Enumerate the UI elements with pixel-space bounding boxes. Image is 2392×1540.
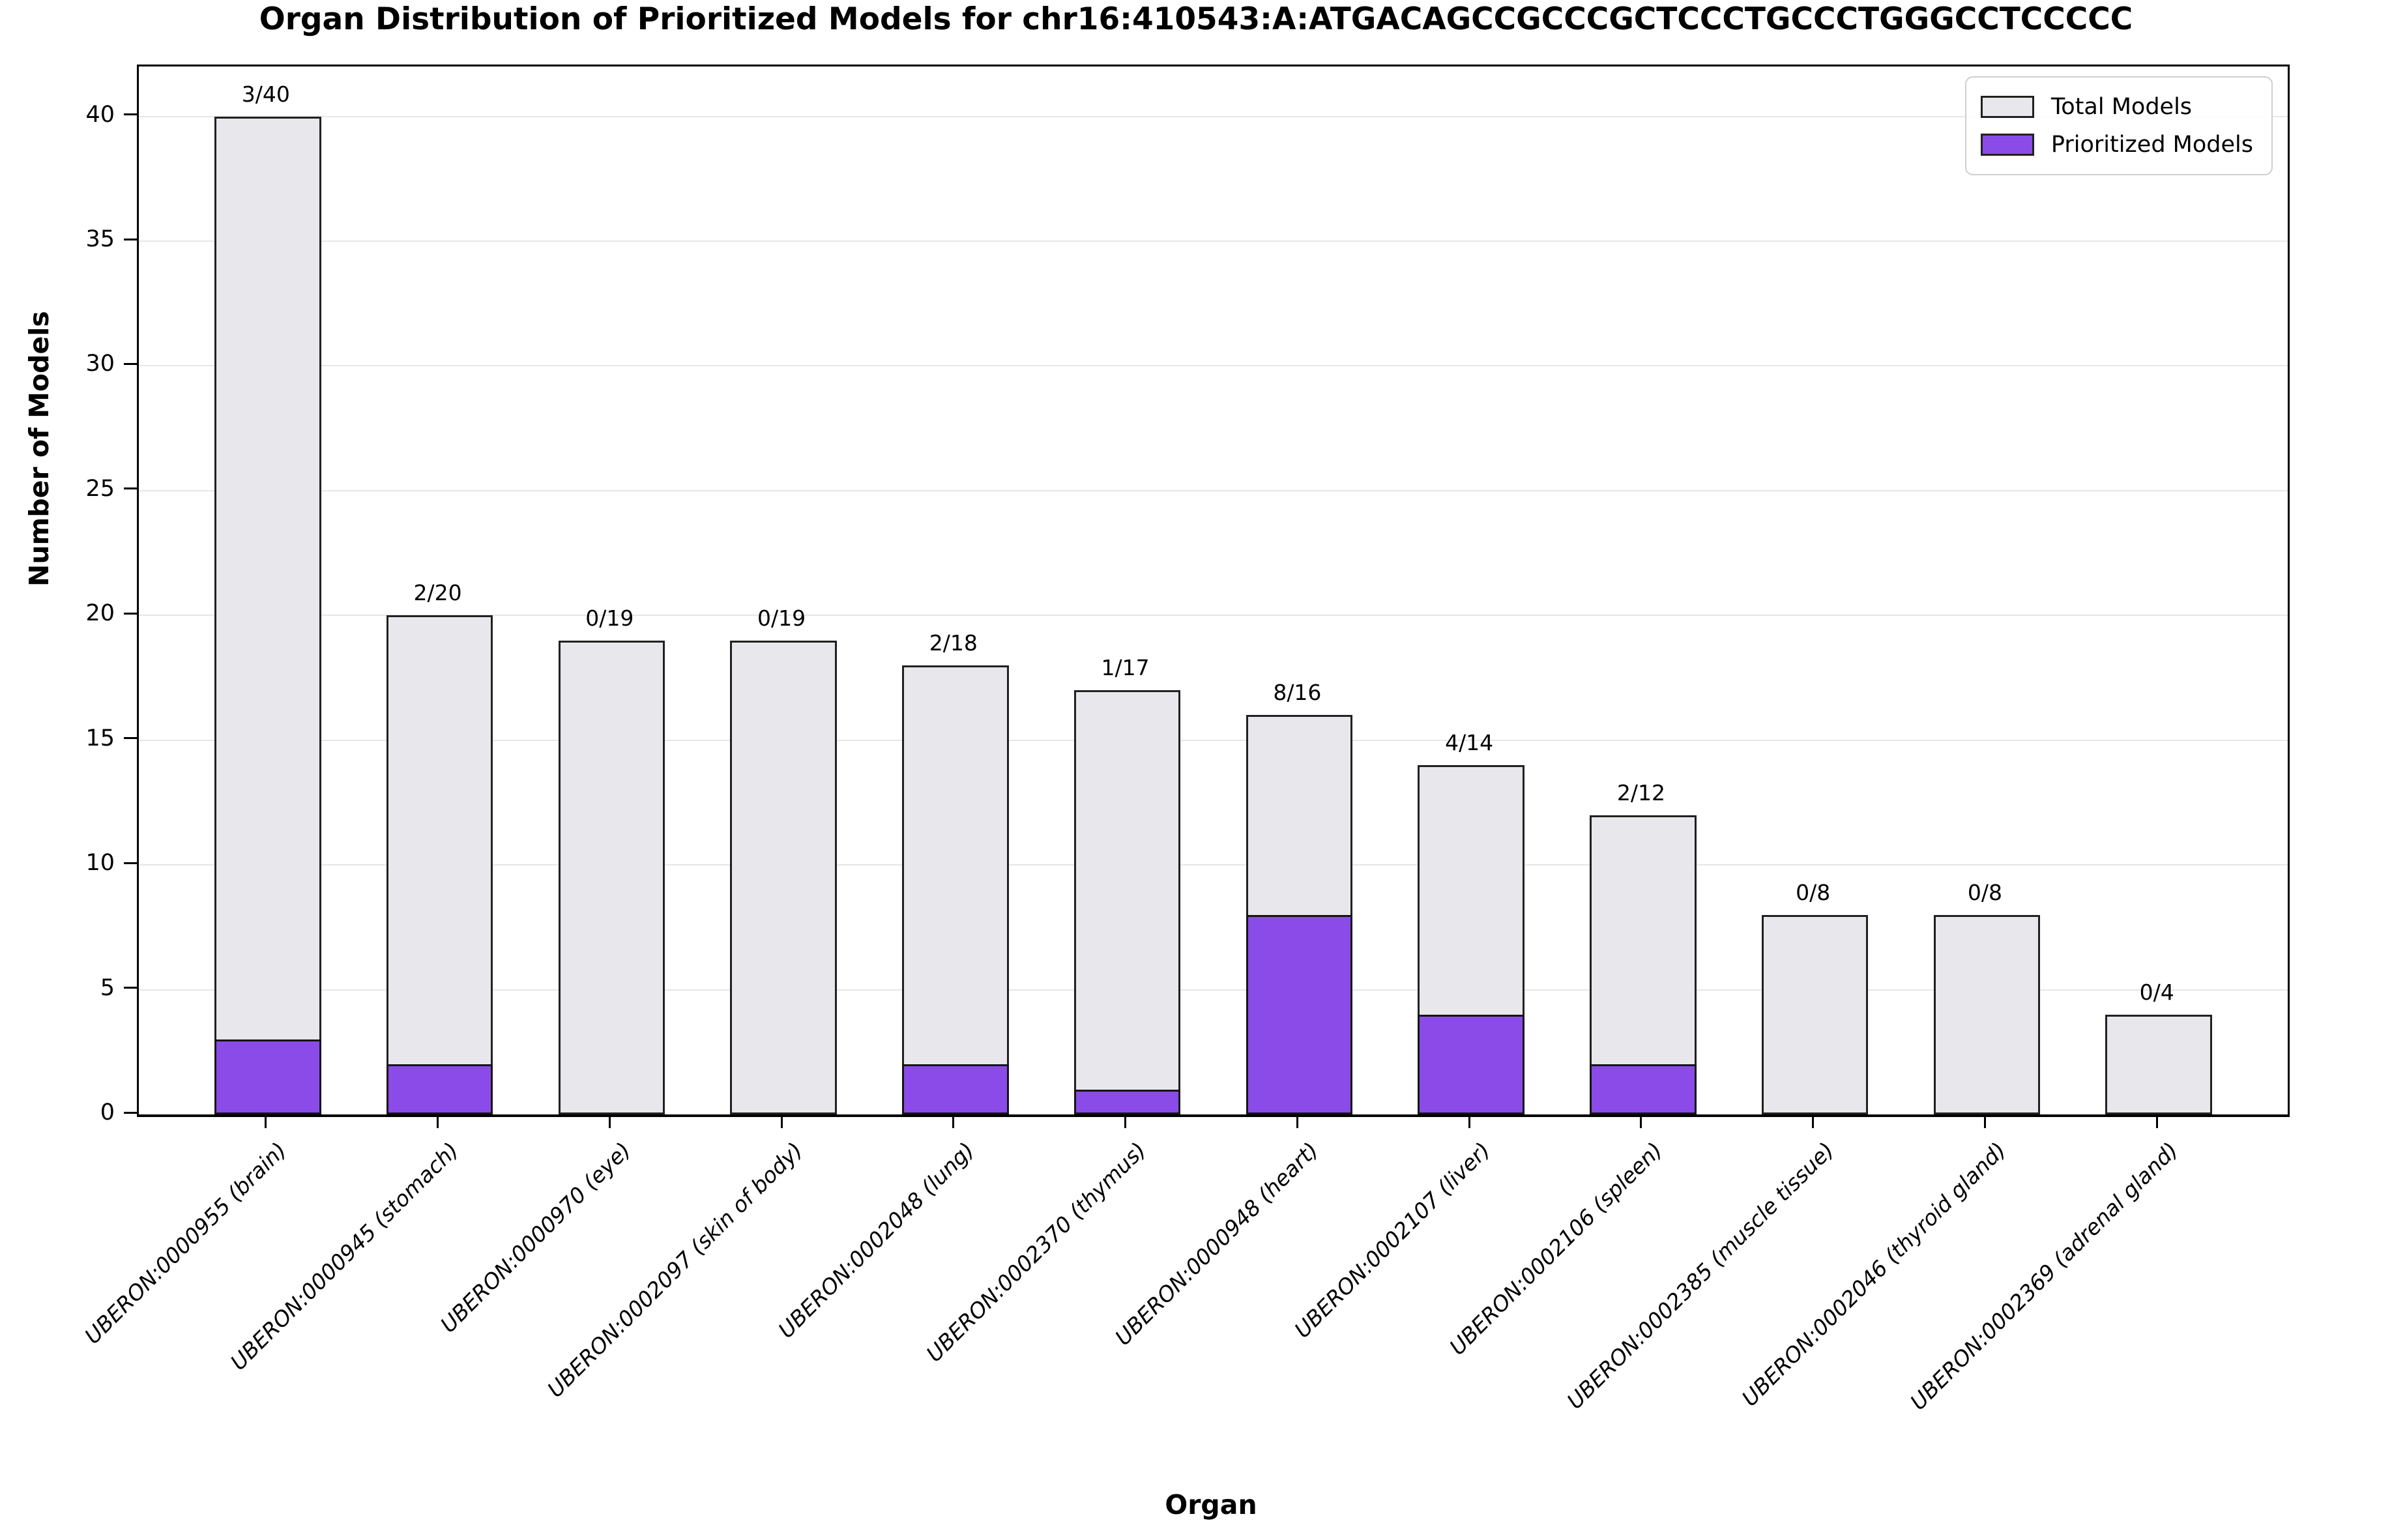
prioritized-models-bar (902, 1064, 1009, 1114)
total-models-bar (1933, 914, 2041, 1114)
legend-item-total: Total Models (1980, 88, 2253, 126)
x-tick (2155, 1115, 2158, 1128)
bar-count-label: 0/19 (585, 605, 634, 631)
gridline (139, 739, 2288, 741)
y-tick (124, 113, 137, 116)
total-models-bar (558, 640, 665, 1114)
total-models-bar (1073, 690, 1181, 1114)
bar-count-label: 3/40 (241, 81, 290, 107)
bar-count-label: 2/18 (929, 630, 978, 656)
gridline (139, 989, 2288, 991)
chart-title: Organ Distribution of Prioritized Models… (259, 1, 2133, 37)
gridline (139, 864, 2288, 866)
x-tick (1812, 1115, 1815, 1128)
x-tick (608, 1115, 611, 1128)
total-models-bar (2105, 1014, 2212, 1114)
y-tick-label: 5 (100, 974, 115, 1001)
total-models-bar (214, 116, 321, 1114)
prioritized-models-bar (214, 1039, 321, 1114)
x-tick (1640, 1115, 1642, 1128)
bar-count-label: 4/14 (1445, 730, 1494, 755)
y-tick-label: 20 (85, 600, 115, 627)
y-tick (124, 737, 137, 740)
total-models-bar (1590, 815, 1697, 1114)
total-models-bar (386, 615, 493, 1114)
y-tick-label: 25 (85, 475, 115, 502)
x-tick (265, 1115, 267, 1128)
y-tick (124, 1111, 137, 1114)
total-models-bar (902, 665, 1009, 1114)
y-tick (124, 862, 137, 864)
prioritized-models-bar (1418, 1014, 1524, 1114)
x-tick-label: UBERON:0000948 (heart) (1109, 1137, 1323, 1351)
y-tick-label: 30 (85, 351, 115, 377)
total-models-bar (730, 640, 837, 1114)
total-models-swatch-icon (1980, 96, 2034, 118)
gridline (139, 365, 2288, 367)
y-tick (124, 987, 137, 989)
y-tick (124, 362, 137, 365)
y-tick-label: 0 (100, 1099, 115, 1126)
total-models-bar (1761, 914, 1869, 1114)
y-tick-label: 40 (85, 101, 115, 128)
plot-area (137, 65, 2290, 1117)
x-tick-label: UBERON:0002107 (liver) (1289, 1137, 1495, 1343)
y-tick-label: 35 (85, 226, 115, 252)
legend-label: Total Models (2050, 94, 2193, 120)
gridline (139, 115, 2288, 117)
bar-count-label: 1/17 (1101, 655, 1150, 681)
gridline (139, 489, 2288, 491)
prioritized-models-bar (386, 1064, 493, 1114)
bar-count-label: 0/8 (1796, 879, 1831, 905)
bar-count-label: 0/19 (757, 605, 806, 631)
x-tick (1468, 1115, 1470, 1128)
y-tick (124, 238, 137, 240)
x-axis-label: Organ (1165, 1489, 1257, 1520)
x-tick (1124, 1115, 1127, 1128)
y-tick-label: 15 (85, 725, 115, 751)
bar-count-label: 0/4 (2139, 979, 2174, 1005)
x-tick-label: UBERON:0002046 (thyroid gland) (1736, 1137, 2011, 1412)
y-axis-label: Number of Models (23, 311, 55, 587)
legend: Total Models Prioritized Models (1964, 76, 2273, 175)
prioritized-models-bar (1073, 1089, 1181, 1114)
y-tick (124, 612, 137, 615)
bar-count-label: 2/12 (1616, 779, 1665, 806)
bar-count-label: 0/8 (1967, 879, 2002, 905)
legend-item-prioritized: Prioritized Models (1980, 126, 2253, 164)
x-tick (1983, 1115, 1986, 1128)
prioritized-models-swatch-icon (1980, 134, 2034, 156)
y-tick-label: 10 (85, 850, 115, 877)
x-tick-label: UBERON:0002369 (adrenal gland) (1904, 1137, 2183, 1416)
x-tick-label: UBERON:0002385 (muscle tissue) (1562, 1137, 1839, 1414)
x-tick (780, 1115, 783, 1128)
legend-label: Prioritized Models (2050, 132, 2253, 158)
gridline (139, 615, 2288, 617)
gridline (139, 240, 2288, 242)
x-tick (437, 1115, 439, 1128)
prioritized-models-bar (1246, 914, 1353, 1114)
bar-count-label: 2/20 (413, 580, 462, 606)
prioritized-models-bar (1590, 1064, 1697, 1114)
x-tick-label: UBERON:0000970 (eye) (435, 1137, 635, 1338)
x-tick (952, 1115, 955, 1128)
bar-count-label: 8/16 (1273, 680, 1322, 706)
x-tick (1296, 1115, 1298, 1128)
x-tick-label: UBERON:0002048 (lung) (773, 1137, 980, 1343)
y-tick (124, 487, 137, 490)
x-tick-label: UBERON:0000955 (brain) (80, 1137, 292, 1349)
